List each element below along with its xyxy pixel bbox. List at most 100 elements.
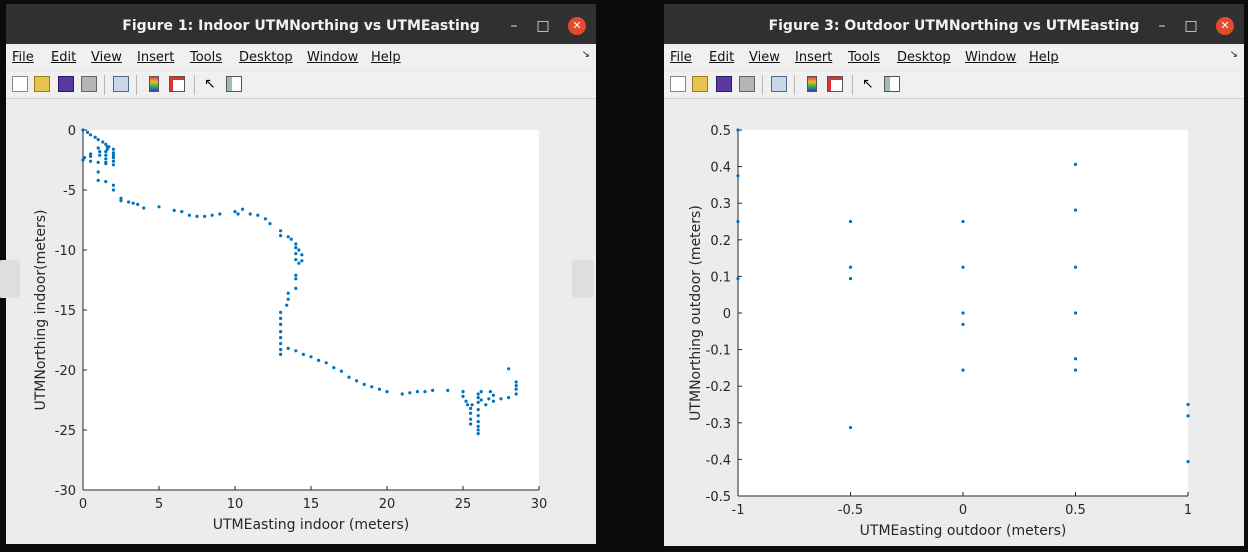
pointer-icon[interactable]: ↖ [862, 76, 874, 92]
data-point [961, 265, 965, 269]
data-point [172, 208, 176, 212]
legend-icon[interactable] [827, 76, 843, 92]
title-bar[interactable]: Figure 3: Outdoor UTMNorthing vs UTMEast… [664, 4, 1244, 44]
colorbar-icon[interactable] [149, 76, 159, 92]
y-tick-label: 0.2 [710, 234, 731, 249]
link-plot-icon[interactable] [771, 76, 787, 92]
close-button[interactable]: ✕ [568, 17, 586, 35]
data-point [127, 200, 131, 204]
menu-file[interactable]: File [12, 50, 34, 65]
minimize-button[interactable]: – [510, 18, 518, 34]
menu-file[interactable]: File [670, 50, 692, 65]
data-point [180, 210, 184, 214]
data-point [469, 406, 473, 410]
data-point [476, 414, 480, 418]
scroll-right-handle[interactable] [572, 260, 594, 298]
data-point [355, 379, 359, 383]
axes-background [83, 130, 539, 490]
new-figure-icon[interactable] [670, 76, 686, 92]
property-editor-icon[interactable] [226, 76, 242, 92]
y-tick-label: -0.3 [706, 417, 731, 432]
data-point [89, 159, 93, 163]
legend-icon[interactable] [169, 76, 185, 92]
data-point [469, 411, 473, 415]
data-point [85, 130, 90, 134]
figure-1-window: Figure 1: Indoor UTMNorthing vs UTMEasti… [0, 4, 596, 544]
data-point [476, 432, 480, 436]
data-point [279, 229, 283, 233]
dock-arrow-icon[interactable]: ↘ [1229, 49, 1238, 60]
pointer-icon[interactable]: ↖ [204, 76, 216, 92]
data-point [736, 219, 740, 224]
data-point [848, 276, 853, 281]
y-tick-label: -0.2 [706, 380, 731, 395]
data-point [446, 388, 450, 392]
menu-window[interactable]: Window [965, 50, 1017, 65]
menu-view[interactable]: View [749, 50, 780, 65]
y-tick-label: 0 [723, 307, 731, 322]
scroll-left-handle[interactable] [0, 260, 20, 298]
y-axis-label: UTMNorthing outdoor (meters) [688, 205, 704, 421]
data-point [104, 157, 108, 161]
open-file-icon[interactable] [34, 76, 50, 92]
menu-insert[interactable]: Insert [137, 50, 175, 65]
x-axis-label: UTMEasting outdoor (meters) [860, 523, 1067, 539]
data-point [362, 382, 366, 386]
link-plot-icon[interactable] [113, 76, 129, 92]
data-point [469, 417, 473, 421]
colorbar-icon[interactable] [807, 76, 817, 92]
save-icon[interactable] [716, 76, 732, 92]
menu-edit[interactable]: Edit [51, 50, 77, 65]
menu-help[interactable]: Help [1029, 50, 1059, 65]
menu-window[interactable]: Window [307, 50, 359, 65]
data-point [385, 390, 389, 394]
minimize-button[interactable]: – [1158, 18, 1166, 34]
maximize-button[interactable]: □ [536, 18, 550, 34]
maximize-button[interactable]: □ [1184, 18, 1198, 34]
close-button[interactable]: ✕ [1216, 17, 1234, 35]
print-icon[interactable] [81, 76, 97, 92]
data-point [248, 212, 252, 216]
y-tick-label: -0.1 [706, 344, 731, 359]
data-point [324, 361, 328, 365]
data-point [111, 151, 115, 155]
data-point [423, 390, 427, 394]
window-title: Figure 1: Indoor UTMNorthing vs UTMEasti… [122, 18, 480, 34]
data-point [111, 188, 115, 192]
toolbar-separator [136, 75, 137, 95]
property-editor-icon[interactable] [884, 76, 900, 92]
menu-edit[interactable]: Edit [709, 50, 735, 65]
plot-area[interactable]: -1 -0.5 0 0.5 10.50.40.30.20.10-0.1-0.2-0.3-… [664, 100, 1244, 546]
data-point [96, 146, 100, 150]
data-point [499, 397, 503, 401]
data-point [848, 425, 853, 430]
data-point [415, 390, 419, 394]
data-point [101, 140, 105, 144]
menu-insert[interactable]: Insert [795, 50, 833, 65]
data-point [301, 352, 305, 356]
data-point [111, 183, 115, 187]
data-point [347, 375, 351, 379]
menu-desktop[interactable]: Desktop [239, 50, 293, 65]
save-icon[interactable] [58, 76, 74, 92]
menu-tools[interactable]: Tools [190, 50, 223, 65]
menu-desktop[interactable]: Desktop [897, 50, 951, 65]
print-icon[interactable] [739, 76, 755, 92]
data-point [82, 156, 87, 160]
title-bar[interactable]: Figure 1: Indoor UTMNorthing vs UTMEasti… [6, 4, 596, 44]
data-point [461, 390, 465, 394]
dock-arrow-icon[interactable]: ↘ [581, 49, 590, 60]
data-point [286, 346, 290, 350]
new-figure-icon[interactable] [12, 76, 28, 92]
data-point [286, 291, 290, 295]
data-point [81, 128, 85, 132]
data-point [187, 213, 191, 217]
y-tick-label: 0.1 [710, 270, 731, 285]
menu-help[interactable]: Help [371, 50, 401, 65]
data-point [279, 330, 283, 334]
menu-view[interactable]: View [91, 50, 122, 65]
menu-tools[interactable]: Tools [848, 50, 881, 65]
data-point [469, 422, 473, 426]
open-file-icon[interactable] [692, 76, 708, 92]
plot-area[interactable]: 0 5 10 15 20 25 30 0 -5 -10 -15 -20 -25 -30 UTMEasting… [6, 100, 596, 544]
